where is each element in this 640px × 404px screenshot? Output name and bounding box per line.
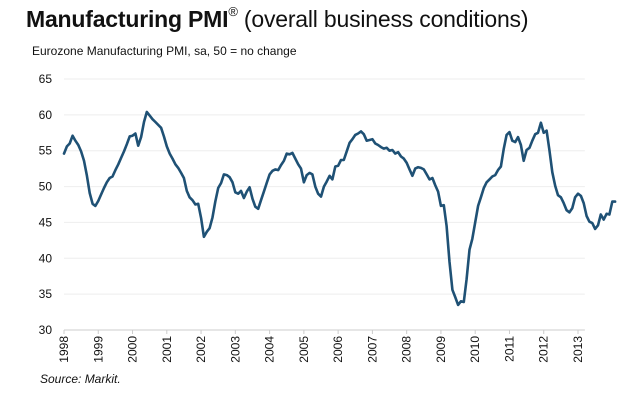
x-tick-label: 2011 <box>502 336 516 362</box>
x-tick-label: 2005 <box>297 336 311 363</box>
x-tick-label: 2007 <box>365 336 379 363</box>
x-tick-label: 1999 <box>91 336 105 363</box>
x-tick-label: 1998 <box>57 336 71 363</box>
x-tick-label: 2012 <box>537 336 551 363</box>
y-tick-label: 45 <box>39 215 53 229</box>
x-tick-label: 2002 <box>194 336 208 363</box>
x-axis: 1998 1999 2000 2001 2002 2003 2004 2005 2006 2007… <box>57 329 585 363</box>
y-tick-label: 35 <box>39 287 53 301</box>
x-tick-label: 2010 <box>468 336 482 363</box>
x-tick-label: 2013 <box>571 336 585 363</box>
registered-mark: ® <box>228 4 238 19</box>
x-tick-label: 2004 <box>263 336 277 363</box>
chart-title-rest: (overall business conditions) <box>237 6 529 32</box>
source-note: Source: Markit. <box>40 372 121 386</box>
x-tick-label: 2001 <box>160 336 174 363</box>
y-tick-label: 40 <box>39 251 53 265</box>
x-tick-label: 2009 <box>434 336 448 363</box>
y-axis-ticks: 30 35 40 45 50 55 60 65 <box>39 72 53 337</box>
y-tick-label: 30 <box>39 323 53 337</box>
x-tick-label: 2003 <box>228 336 242 363</box>
y-tick-label: 50 <box>39 180 53 194</box>
y-tick-label: 65 <box>39 72 53 86</box>
chart-subtitle: Eurozone Manufacturing PMI, sa, 50 = no … <box>32 44 297 58</box>
x-tick-label: 2006 <box>331 336 345 363</box>
y-tick-label: 55 <box>39 144 53 158</box>
chart-title-main: Manufacturing PMI <box>26 6 229 32</box>
chart-title: Manufacturing PMI® (overall business con… <box>26 4 529 33</box>
series-lines <box>62 110 617 307</box>
x-tick-label: 2008 <box>400 336 414 363</box>
pmi-series-line <box>62 110 617 307</box>
y-tick-label: 60 <box>39 108 53 122</box>
x-tick-label: 2000 <box>126 336 140 363</box>
gridlines <box>64 78 585 295</box>
